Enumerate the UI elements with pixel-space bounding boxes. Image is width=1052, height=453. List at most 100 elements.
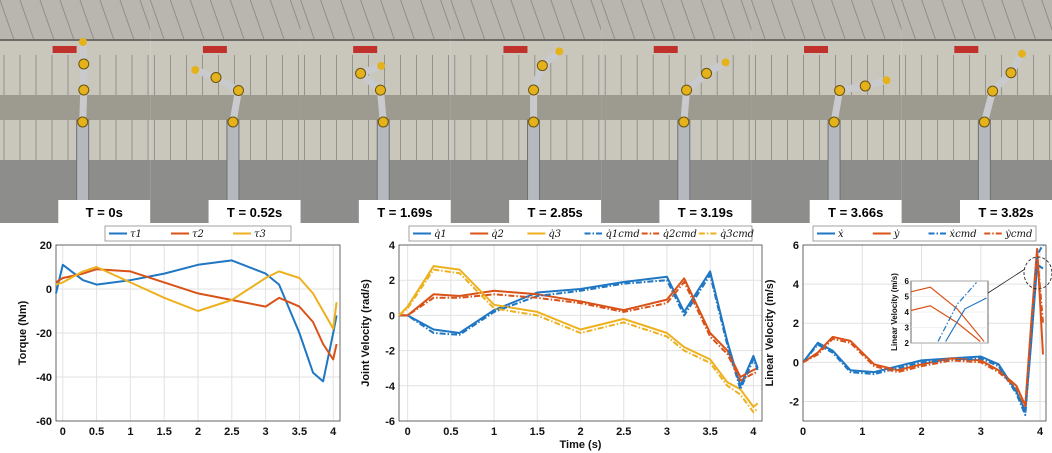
truss-beam	[810, 0, 826, 41]
wall-band	[0, 95, 151, 120]
zoom-callout-line	[987, 268, 1026, 294]
arm-joint	[978, 116, 990, 128]
truss-beam	[320, 0, 336, 41]
legend-box	[812, 225, 1037, 242]
series-line	[802, 247, 1044, 407]
arm-joint	[678, 116, 690, 128]
x-tick-label: 2.5	[224, 426, 239, 438]
x-axis-label: Time (s)	[560, 439, 602, 451]
truss-beam	[209, 0, 225, 41]
x-tick-label: 3	[664, 426, 670, 438]
y-tick-label: -6	[385, 416, 395, 428]
frame-3: T = 1.69s	[300, 0, 456, 223]
y-tick-label: -20	[36, 328, 52, 340]
truss-beam	[870, 0, 886, 41]
x-tick-label: 2	[195, 426, 201, 438]
truss-beam	[700, 0, 716, 41]
frame-6: T = 3.66s	[750, 0, 906, 223]
truss-beam	[420, 0, 436, 41]
legend-entry: q̇1	[434, 229, 447, 240]
arm-end-effector	[191, 66, 200, 74]
time-label: T = 0s	[86, 205, 123, 220]
legend-entry: τ3	[254, 229, 266, 240]
truss-beam	[680, 0, 696, 41]
truss-beam	[249, 0, 265, 41]
x-tick-label: 4	[1037, 426, 1044, 438]
legend-entry: ẏcmd	[1004, 229, 1032, 240]
x-tick-label: 4	[750, 426, 757, 438]
y-tick-label: -60	[36, 416, 52, 428]
ceiling	[901, 0, 1052, 40]
robot-frame-strip: T = 0s T = 0.52s T = 1.69s T = 2.85s T = 3.1…	[0, 0, 1052, 223]
y-tick-label: 2	[389, 275, 395, 287]
arm-joint	[1005, 67, 1017, 79]
truss-beam	[149, 0, 165, 41]
legend-entry: q̇3cmd	[720, 229, 754, 240]
series-line	[55, 259, 338, 383]
inset-y-tick-label: 6	[905, 277, 910, 286]
chart-1: 0 0.5 1 1.5 2 2.5 3 3.5 4 20 0 -20 -40 -60 Torque (Nm)…	[17, 225, 341, 438]
time-label-box	[358, 200, 451, 223]
arm-end-effector	[721, 58, 730, 67]
arm-end-effector	[882, 76, 891, 85]
chart-2: 0 0.5 1 1.5 2 2.5 3 3.5 4 4 2 0 -2 -4 -6 Joint Velocity…	[360, 225, 763, 451]
x-tick-label: 2	[918, 426, 924, 438]
truss-beam	[600, 0, 616, 41]
truss-beam	[19, 0, 35, 41]
time-label-box	[809, 200, 902, 223]
y-tick-label: -4	[385, 381, 396, 393]
frame-7: T = 3.82s	[901, 0, 1052, 223]
x-tick-label: 1	[127, 426, 133, 438]
exit-sign	[202, 46, 227, 53]
inset-series-line	[945, 297, 987, 342]
frame-2: T = 0.52s	[149, 0, 305, 223]
zoom-callout-circle	[1023, 256, 1052, 290]
x-tick-label: 1.5	[157, 426, 172, 438]
y-tick-label: 0	[389, 310, 395, 322]
series-line	[55, 268, 338, 361]
y-tick-label: 0	[793, 357, 799, 369]
truss-beam	[1021, 0, 1037, 41]
arm-joint	[78, 84, 90, 96]
ceiling	[0, 0, 151, 40]
wall-band	[901, 95, 1052, 120]
truss-beam	[0, 0, 15, 41]
x-tick-label: 2.5	[616, 426, 631, 438]
wall-band	[300, 95, 451, 120]
truss-beam	[99, 0, 115, 41]
truss-beam	[720, 0, 736, 41]
inset-series-line	[910, 305, 981, 342]
x-tick-label: 0.5	[443, 426, 458, 438]
arm-end-effector	[377, 61, 386, 70]
arm-joint	[859, 80, 871, 92]
arm-joint	[528, 84, 540, 96]
truss-beam	[119, 0, 135, 41]
time-label: T = 3.66s	[828, 205, 883, 220]
chart-3: 0 1 2 3 4 6 4 2 0 -2 Linear Velocity (m/s) ẋ ẏ ẋcmd ẏc…	[764, 225, 1052, 438]
truss-beam	[39, 0, 55, 41]
ceiling	[601, 0, 752, 40]
y-tick-label: 4	[389, 240, 396, 252]
legend-entry: τ2	[192, 229, 204, 240]
series-line	[55, 266, 338, 330]
arm-joint	[78, 58, 90, 70]
time-label: T = 2.85s	[527, 205, 582, 220]
legend-entry: ẏ	[893, 229, 900, 240]
time-label-box	[208, 200, 301, 223]
truss-beam	[510, 0, 526, 41]
truss-beam	[941, 0, 957, 41]
arm-joint	[227, 116, 239, 128]
legend-box	[408, 225, 753, 242]
ceiling	[150, 0, 301, 40]
time-label-box	[509, 200, 602, 223]
arm-joint	[210, 72, 222, 83]
arm-end-effector	[1018, 49, 1027, 58]
x-tick-label: 3	[263, 426, 269, 438]
arm-joint	[377, 116, 389, 128]
wall-band	[751, 95, 902, 120]
y-axis-label: Linear Velocity (m/s)	[764, 279, 776, 386]
y-tick-label: -40	[36, 372, 52, 384]
frame-5: T = 3.19s	[600, 0, 756, 223]
legend-entry: τ1	[130, 229, 142, 240]
x-tick-label: 1	[859, 426, 865, 438]
